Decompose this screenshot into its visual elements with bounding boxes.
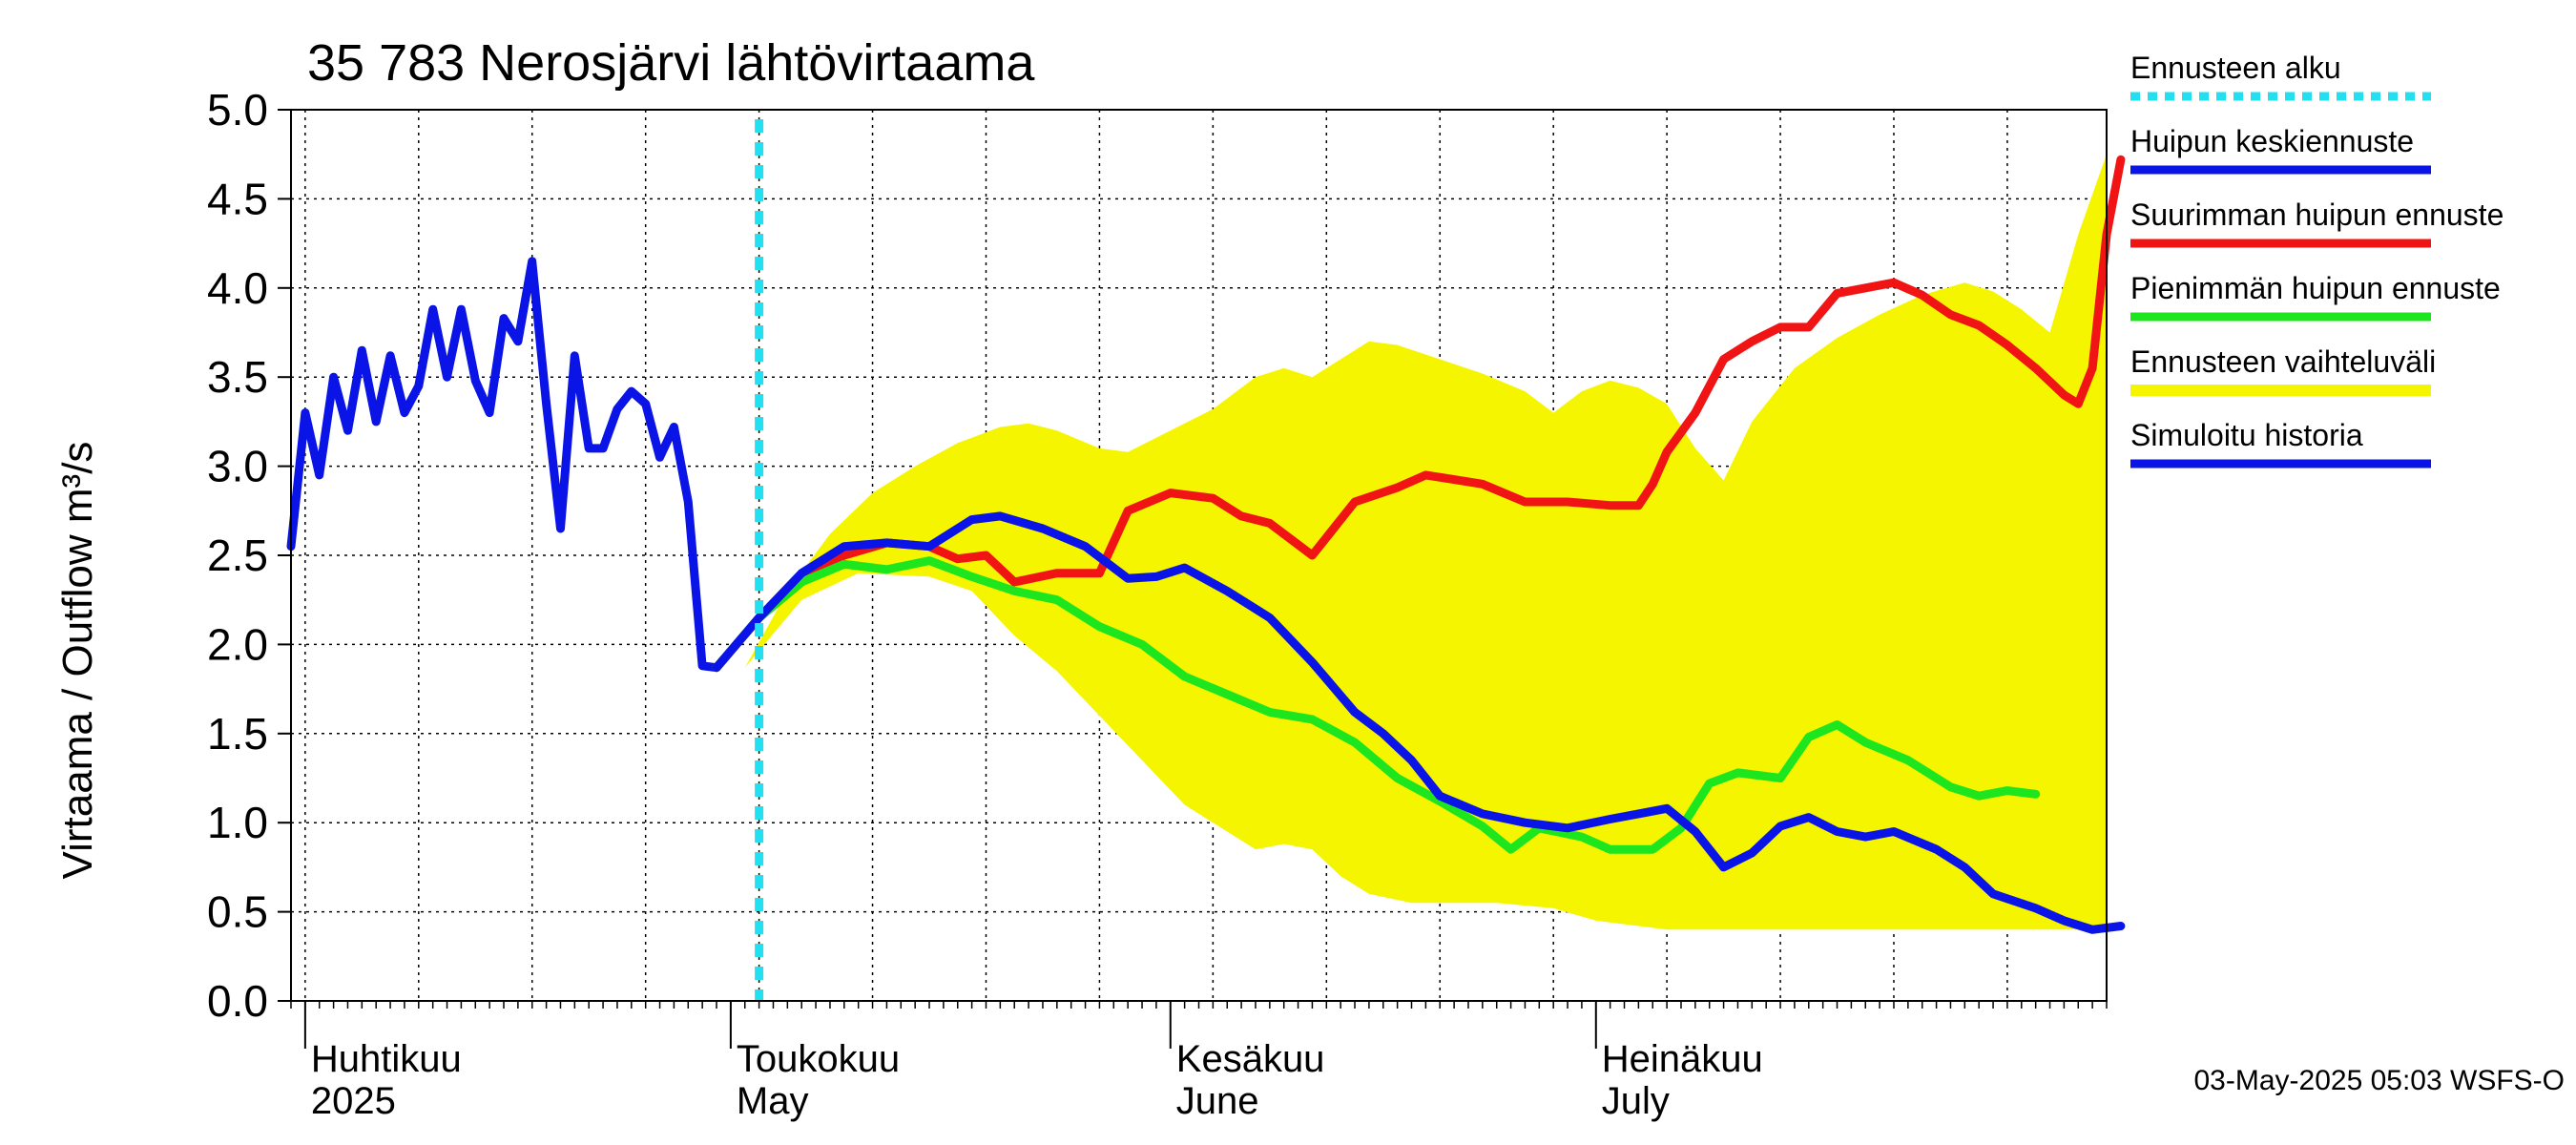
series-line-huipun-keskiennuste bbox=[712, 511, 2126, 934]
series-line-pienimm-n-huipun-ennuste bbox=[712, 556, 2041, 854]
chart-title: 35 783 Nerosjärvi lähtövirtaama bbox=[307, 34, 1035, 92]
y-tick-label: 0.5 bbox=[207, 887, 268, 937]
y-tick-label: 4.5 bbox=[207, 174, 268, 223]
legend-label: Pienimmän huipun ennuste bbox=[2130, 271, 2501, 305]
y-tick-label: 1.0 bbox=[207, 798, 268, 847]
x-month-label-en: May bbox=[737, 1080, 809, 1122]
x-month-label-fi: Kesäkuu bbox=[1176, 1038, 1325, 1080]
x-month-label-en: 2025 bbox=[311, 1080, 396, 1122]
x-month-label-fi: Toukokuu bbox=[737, 1038, 900, 1080]
legend-label: Simuloitu historia bbox=[2130, 418, 2363, 452]
y-tick-label: 5.0 bbox=[207, 85, 268, 135]
x-month-label-fi: Heinäkuu bbox=[1602, 1038, 1763, 1080]
x-month-label-en: June bbox=[1176, 1080, 1259, 1122]
y-axis: 0.0 0.5 1.0 1.5 2.0 2.5 3.0 3.5 4.0 4.5 5.0 bbox=[207, 85, 291, 1026]
series-line-simuloitu-historia bbox=[286, 257, 721, 673]
y-tick-label: 4.0 bbox=[207, 263, 268, 313]
series-line-suurimman-huipun-ennuste bbox=[712, 155, 2126, 673]
y-tick-label: 2.0 bbox=[207, 619, 268, 669]
y-tick-label: 1.5 bbox=[207, 709, 268, 759]
legend: Ennusteen alku Huipun keskiennuste Suurimm… bbox=[2130, 51, 2503, 468]
x-month-label-fi: Huhtikuu bbox=[311, 1038, 462, 1080]
legend-label: Huipun keskiennuste bbox=[2130, 124, 2414, 158]
series-lines bbox=[286, 155, 2126, 934]
y-tick-label: 3.0 bbox=[207, 442, 268, 491]
y-tick-label: 0.0 bbox=[207, 976, 268, 1026]
legend-label: Suurimman huipun ennuste bbox=[2130, 198, 2503, 232]
legend-label: Ennusteen vaihteluväli bbox=[2130, 344, 2436, 379]
y-axis-label: Virtaama / Outflow m³/s bbox=[54, 442, 101, 880]
x-month-label-en: July bbox=[1602, 1080, 1670, 1122]
footer-timestamp: 03-May-2025 05:03 WSFS-O bbox=[2194, 1065, 2566, 1096]
y-tick-label: 2.5 bbox=[207, 531, 268, 580]
range-band bbox=[744, 154, 2107, 930]
legend-label: Ennusteen alku bbox=[2130, 51, 2341, 85]
range-band-area bbox=[744, 154, 2107, 930]
y-tick-label: 3.5 bbox=[207, 352, 268, 402]
